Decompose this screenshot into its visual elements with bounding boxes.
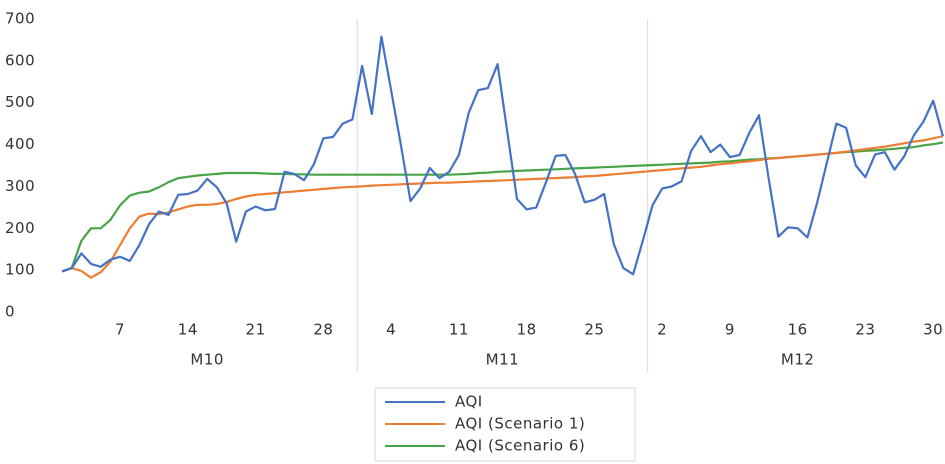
y-tick-label: 300 bbox=[5, 177, 35, 195]
group-label: M12 bbox=[781, 351, 815, 369]
y-tick-label: 600 bbox=[5, 51, 35, 69]
x-tick-label: 28 bbox=[313, 321, 333, 339]
x-tick-label: 4 bbox=[386, 321, 396, 339]
y-tick-label: 400 bbox=[5, 135, 35, 153]
x-tick-label: 9 bbox=[725, 321, 735, 339]
y-tick-label: 200 bbox=[5, 219, 35, 237]
x-tick-label: 18 bbox=[517, 321, 537, 339]
y-tick-label: 100 bbox=[5, 261, 35, 279]
series-line bbox=[61, 35, 944, 276]
x-tick-label: 25 bbox=[584, 321, 604, 339]
x-tick-label: 21 bbox=[246, 321, 266, 339]
y-tick-label: 500 bbox=[5, 93, 35, 111]
series-line bbox=[61, 135, 944, 279]
group-label: M10 bbox=[190, 351, 224, 369]
group-label: M11 bbox=[486, 351, 520, 369]
x-tick-label: 7 bbox=[115, 321, 125, 339]
x-tick-label: 23 bbox=[855, 321, 875, 339]
x-tick-label: 30 bbox=[923, 321, 943, 339]
x-tick-label: 11 bbox=[449, 321, 469, 339]
legend-label: AQI (Scenario 6) bbox=[455, 437, 585, 455]
x-tick-label: 16 bbox=[788, 321, 808, 339]
y-tick-label: 0 bbox=[5, 303, 15, 321]
x-tick-label: 14 bbox=[178, 321, 198, 339]
series-line bbox=[61, 141, 944, 273]
y-tick-label: 700 bbox=[5, 10, 35, 28]
x-tick-label: 2 bbox=[657, 321, 667, 339]
legend-label: AQI (Scenario 1) bbox=[455, 415, 585, 433]
legend-label: AQI bbox=[455, 393, 483, 411]
